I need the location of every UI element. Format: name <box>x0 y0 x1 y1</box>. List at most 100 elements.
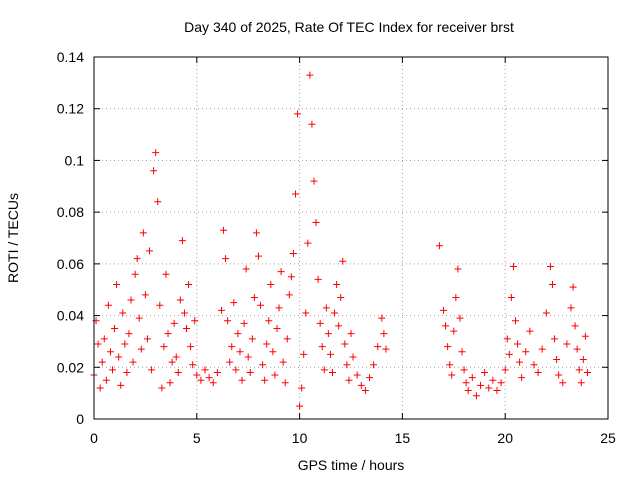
data-point <box>166 379 174 387</box>
data-point <box>318 343 326 351</box>
data-point <box>345 376 353 384</box>
data-point <box>349 353 357 361</box>
data-point <box>257 301 265 309</box>
data-point <box>324 330 332 338</box>
data-point <box>583 368 591 376</box>
data-point <box>154 198 162 206</box>
data-point <box>265 317 273 325</box>
data-point <box>205 374 213 382</box>
y-tick-label: 0.12 <box>57 101 84 117</box>
tick-labels: 0 5 10 15 20 25 0 0.02 0.04 0.06 0.08 0.1 0.12 0.14 <box>57 49 616 446</box>
data-point <box>522 348 530 356</box>
data-point <box>160 343 168 351</box>
data-point <box>254 252 262 260</box>
data-point <box>209 379 217 387</box>
data-point <box>489 376 497 384</box>
data-point <box>236 348 244 356</box>
data-point <box>579 356 587 364</box>
data-point <box>109 366 117 374</box>
data-point <box>189 361 197 369</box>
data-point <box>185 281 193 289</box>
data-point <box>333 281 341 289</box>
data-point <box>143 335 151 343</box>
y-tick-label: 0.08 <box>57 204 84 220</box>
data-point <box>96 384 104 392</box>
data-point <box>485 384 493 392</box>
plot-frame <box>93 56 609 420</box>
data-point <box>220 226 228 234</box>
data-point <box>224 317 232 325</box>
data-point <box>98 358 106 366</box>
data-point <box>240 319 248 327</box>
data-point <box>316 319 324 327</box>
data-point <box>283 335 291 343</box>
data-point <box>304 239 312 247</box>
data-point <box>450 327 458 335</box>
data-point <box>152 149 160 157</box>
data-point <box>146 247 154 255</box>
data-point <box>141 291 149 299</box>
data-point <box>156 301 164 309</box>
data-point <box>551 335 559 343</box>
data-point <box>285 291 293 299</box>
x-tick-label: 10 <box>292 430 308 446</box>
data-points <box>90 71 591 410</box>
data-point <box>180 309 188 317</box>
data-point <box>366 374 374 382</box>
x-axis-label: GPS time / hours <box>298 457 405 473</box>
data-point <box>217 306 225 314</box>
data-point <box>559 379 567 387</box>
data-point <box>94 340 102 348</box>
y-tick-label: 0 <box>76 411 84 427</box>
data-point <box>133 255 141 263</box>
data-point <box>337 293 345 301</box>
data-point <box>158 384 166 392</box>
data-point <box>493 387 501 395</box>
data-point <box>538 345 546 353</box>
data-point <box>230 299 238 307</box>
data-point <box>454 265 462 273</box>
data-point <box>322 304 330 312</box>
data-point <box>139 229 147 237</box>
data-point <box>577 379 585 387</box>
data-point <box>106 348 114 356</box>
data-point <box>382 345 390 353</box>
data-point <box>187 343 195 351</box>
data-point <box>460 366 468 374</box>
data-point <box>150 167 158 175</box>
data-point <box>514 340 522 348</box>
data-point <box>296 402 304 410</box>
data-point <box>448 371 456 379</box>
data-point <box>137 345 145 353</box>
data-point <box>178 237 186 245</box>
data-point <box>347 330 355 338</box>
data-point <box>248 335 256 343</box>
data-point <box>308 120 316 128</box>
data-point <box>341 340 349 348</box>
data-point <box>148 366 156 374</box>
data-point <box>472 392 480 400</box>
data-point <box>464 387 472 395</box>
data-point <box>343 361 351 369</box>
data-point <box>503 335 511 343</box>
chart-title: Day 340 of 2025, Rate Of TEC Index for r… <box>184 19 514 35</box>
data-point <box>442 322 450 330</box>
grid-lines <box>94 57 608 419</box>
y-axis-label: ROTI / TECUs <box>5 193 21 283</box>
data-point <box>546 262 554 270</box>
data-point <box>197 376 205 384</box>
y-tick-label: 0.06 <box>57 256 84 272</box>
data-point <box>456 314 464 322</box>
data-point <box>119 309 127 317</box>
data-point <box>267 281 275 289</box>
data-point <box>100 335 108 343</box>
data-point <box>310 177 318 185</box>
data-point <box>201 366 209 374</box>
data-point <box>335 322 343 330</box>
data-point <box>581 332 589 340</box>
x-tick-label: 0 <box>90 430 98 446</box>
data-point <box>435 242 443 250</box>
data-point <box>534 368 542 376</box>
data-point <box>326 350 334 358</box>
